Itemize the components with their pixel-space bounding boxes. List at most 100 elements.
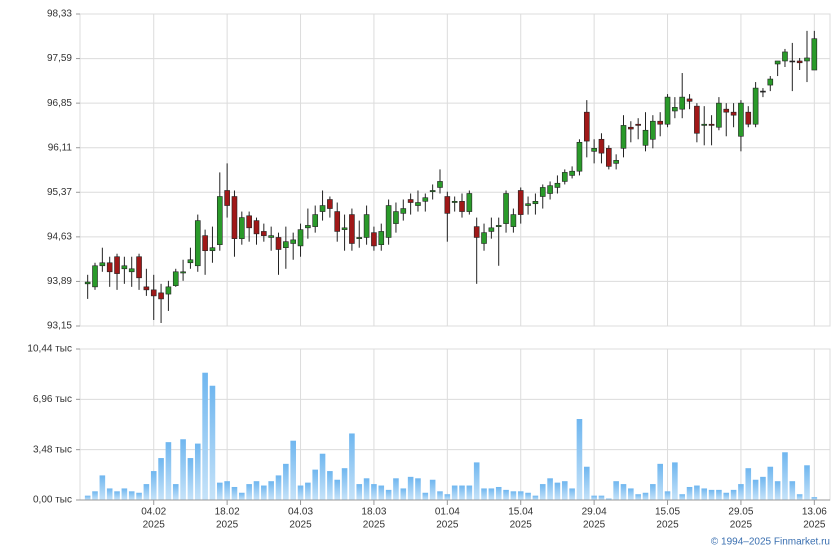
volume-bar xyxy=(657,463,663,500)
candle-body xyxy=(620,125,627,149)
volume-bar xyxy=(473,462,480,500)
y-tick-label: 93,89 xyxy=(47,276,72,287)
volume-bar xyxy=(92,491,98,500)
volume-bar xyxy=(481,488,487,500)
volume-bar xyxy=(767,466,774,500)
x-tick-label: 15.05 xyxy=(655,507,680,518)
volume-bar xyxy=(121,488,128,500)
volume-bar xyxy=(261,485,267,500)
volume-bar xyxy=(495,486,502,500)
volume-bar xyxy=(349,433,355,500)
y-tick-label: 97,59 xyxy=(47,53,72,64)
candle-body xyxy=(209,247,216,252)
volume-bar xyxy=(569,488,575,500)
volume-bar xyxy=(202,372,208,500)
candle-body xyxy=(686,98,693,102)
candle-body xyxy=(554,182,561,188)
x-tick-label: 18.02 xyxy=(215,507,240,518)
candle-body xyxy=(407,199,414,203)
y-tick-label: 94,63 xyxy=(47,231,72,242)
volume-bar xyxy=(716,489,722,500)
volume-bar xyxy=(334,479,341,500)
volume-bar xyxy=(679,494,686,500)
volume-bar xyxy=(297,485,304,500)
volume-bar xyxy=(415,478,421,500)
volume-bar xyxy=(290,440,296,500)
volume-bar xyxy=(694,485,700,500)
volume-bar xyxy=(429,479,436,500)
candle-body xyxy=(517,190,524,215)
candle-body xyxy=(400,208,407,214)
y-tick-label: 93,15 xyxy=(47,321,72,332)
candle-body xyxy=(202,235,208,252)
candle-body xyxy=(510,214,517,227)
candle-body xyxy=(327,199,333,209)
x-tick-label: 13.06 xyxy=(802,507,827,518)
volume-bar xyxy=(672,462,678,500)
candle-body xyxy=(664,96,671,125)
candle-body xyxy=(591,148,597,152)
candle-body xyxy=(811,38,818,71)
x-tick-label: 29.05 xyxy=(728,507,753,518)
y-tick-label: 96,11 xyxy=(48,142,73,153)
candle-body xyxy=(114,256,120,274)
candle-body xyxy=(297,229,304,247)
candle-body xyxy=(635,123,641,126)
candle-body xyxy=(150,289,157,297)
candle-body xyxy=(158,292,164,300)
source: © 1994–2025 Finmarket.ru xyxy=(711,537,830,548)
volume-bar xyxy=(628,488,634,500)
volume-bar xyxy=(686,486,693,500)
candle-body xyxy=(804,57,810,62)
candle-body xyxy=(569,170,575,176)
candle-body xyxy=(393,211,399,224)
x-tick-year: 2025 xyxy=(289,520,312,531)
volume-bar xyxy=(760,476,766,500)
candle-body xyxy=(261,231,267,236)
candle-body xyxy=(613,160,619,164)
volume-bar xyxy=(642,492,649,500)
candle-body xyxy=(216,196,223,245)
volume-bar xyxy=(466,485,473,500)
volume-bar xyxy=(99,475,106,500)
volume-bar xyxy=(459,485,465,500)
candle-body xyxy=(136,256,142,279)
volume-bar xyxy=(194,443,201,500)
candle-body xyxy=(106,262,113,273)
candle-body xyxy=(437,181,443,188)
candle-body xyxy=(253,220,260,235)
volume-bar xyxy=(503,489,509,500)
volume-bar xyxy=(253,481,260,500)
y-tick-label: 0,00 тыс xyxy=(33,495,72,506)
volume-bar xyxy=(598,495,605,500)
volume-bar xyxy=(305,482,311,500)
candle-body xyxy=(730,111,737,116)
volume-bar xyxy=(180,439,186,500)
volume-bar xyxy=(150,471,157,500)
candle-body xyxy=(539,187,546,197)
candle-body xyxy=(606,148,612,167)
candle-body xyxy=(429,190,436,192)
candle-body xyxy=(466,193,473,212)
volume-bar xyxy=(378,485,385,500)
candle-body xyxy=(363,214,370,238)
candle-body xyxy=(180,271,186,274)
candle-body xyxy=(672,107,678,112)
volume-bar xyxy=(650,484,656,500)
candle-body xyxy=(752,87,759,125)
candle-body xyxy=(165,286,172,295)
volume-bar xyxy=(561,481,568,500)
volume-bar xyxy=(701,488,708,500)
volume-bar xyxy=(209,385,216,500)
volume-bar xyxy=(752,479,759,500)
volume-bar xyxy=(216,482,223,500)
candle-body xyxy=(356,237,363,239)
x-tick-year: 2025 xyxy=(216,520,239,531)
candle-body xyxy=(459,201,465,212)
candle-body xyxy=(275,237,282,250)
volume-bar xyxy=(224,481,230,500)
volume-bar xyxy=(539,484,546,500)
volume-bar xyxy=(774,481,781,500)
candle-body xyxy=(121,265,128,270)
